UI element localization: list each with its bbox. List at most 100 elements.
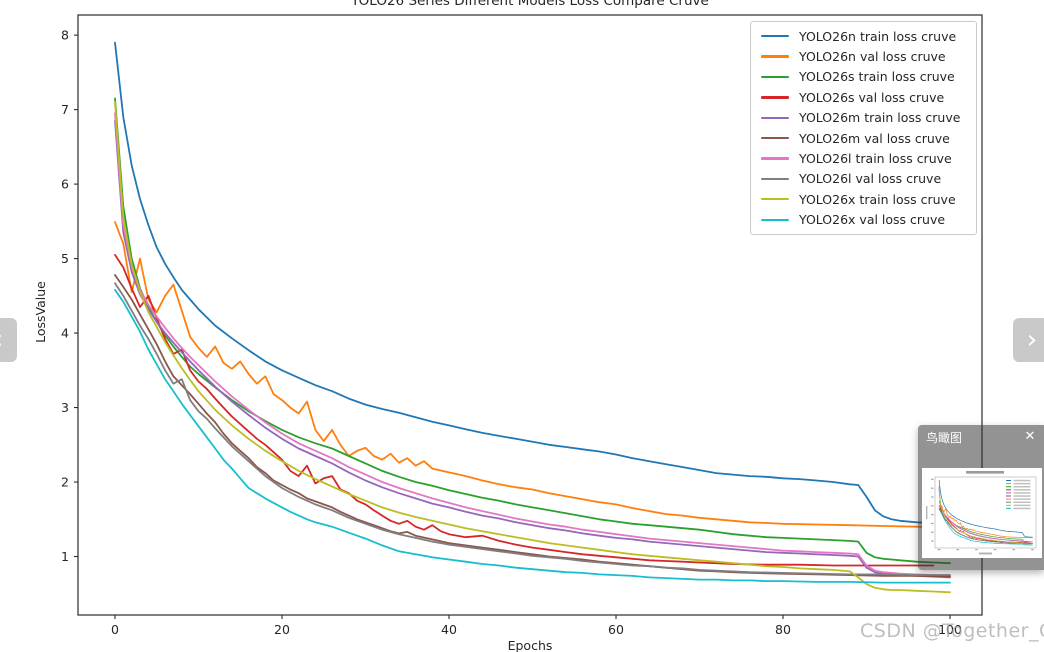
curve-yolo26n-val-loss-cruve (938, 501, 1033, 538)
legend-item: YOLO26m train loss cruve (751, 108, 976, 128)
mini-x-tick (937, 549, 941, 551)
mini-x-tick (1012, 549, 1016, 551)
y-tick-label: 3 (61, 400, 69, 415)
legend-label: YOLO26l val loss cruve (799, 171, 942, 187)
curve-yolo26s-val-loss-cruve (114, 253, 935, 567)
y-axis-label: LossValue (33, 281, 48, 343)
legend-label: YOLO26l train loss cruve (799, 151, 952, 167)
mini-legend-swatch (1006, 507, 1011, 509)
axes-frame (77, 14, 983, 616)
x-axis-label: Epochs (507, 638, 553, 652)
mini-legend-swatch (1006, 498, 1011, 500)
legend-label: YOLO26s train loss cruve (799, 69, 955, 85)
mini-title-text (966, 471, 1004, 474)
minimap-panel: 鸟瞰图 ✕ (918, 425, 1044, 570)
legend-line-swatch (761, 198, 789, 201)
mini-legend-text (1013, 492, 1031, 494)
curve-yolo26m-val-loss-cruve (114, 274, 951, 578)
legend-line-swatch (761, 55, 789, 58)
close-icon: ✕ (1024, 428, 1036, 443)
mini-legend-text (1013, 498, 1031, 500)
mini-x-tick (975, 549, 978, 551)
mini-legend-swatch (1006, 501, 1011, 503)
curve-yolo26s-train-loss-cruve (114, 97, 951, 565)
legend-line-swatch (761, 116, 789, 119)
legend-label: YOLO26s val loss cruve (799, 89, 945, 105)
minimap-close-button[interactable]: ✕ (1021, 427, 1039, 445)
mini-y-tick (931, 478, 934, 480)
y-tick-label: 2 (61, 475, 69, 490)
mini-legend-text (1013, 495, 1031, 497)
legend-line-swatch (761, 218, 789, 221)
mini-axes-frame (934, 476, 1037, 549)
legend-line-swatch (761, 75, 789, 79)
minimap-thumbnail[interactable] (922, 468, 1042, 558)
chevron-left-icon: ‹ (0, 325, 3, 355)
mini-y-tick (931, 522, 934, 525)
x-tick-label: 80 (775, 622, 791, 637)
minimap-thumbnail-plot (922, 468, 1042, 558)
chart-legend: YOLO26n train loss cruve YOLO26n val loss… (750, 21, 977, 235)
curve-yolo26n-train-loss-cruve (114, 41, 951, 525)
curve-yolo26l-train-loss-cruve (938, 488, 1033, 544)
mini-x-tick (956, 549, 960, 551)
curve-yolo26x-val-loss-cruve (114, 288, 951, 584)
legend-line-swatch (761, 137, 789, 140)
mini-legend-swatch (1006, 495, 1011, 497)
legend-line-swatch (761, 35, 789, 38)
y-tick-label: 1 (61, 549, 69, 564)
mini-legend-swatch (1006, 480, 1011, 481)
curve-yolo26n-val-loss-cruve (114, 221, 951, 529)
mini-legend-swatch (1006, 483, 1011, 485)
mini-legend-swatch (1006, 489, 1011, 491)
legend-label: YOLO26n val loss cruve (799, 49, 946, 65)
curve-yolo26x-train-loss-cruve (114, 101, 951, 594)
legend-item: YOLO26m val loss cruve (751, 128, 976, 148)
legend-item: YOLO26x val loss cruve (751, 210, 976, 230)
legend-item: YOLO26s train loss cruve (751, 67, 976, 87)
watermark: CSDN @Together_CZ (860, 620, 1044, 642)
mini-y-tick (931, 531, 934, 533)
legend-item: YOLO26x train loss cruve (751, 189, 976, 209)
curve-yolo26l-val-loss-cruve (114, 282, 951, 576)
next-image-button[interactable]: › (1013, 318, 1044, 362)
legend-label: YOLO26m val loss cruve (799, 130, 950, 146)
prev-image-button[interactable]: ‹ (0, 318, 17, 362)
legend-item: YOLO26n train loss cruve (751, 26, 976, 46)
curve-yolo26x-train-loss-cruve (938, 486, 1033, 546)
curve-yolo26s-train-loss-cruve (938, 486, 1033, 543)
y-tick-label: 7 (61, 102, 69, 117)
y-tick-label: 4 (61, 326, 69, 341)
mini-legend-text (1013, 501, 1031, 503)
mini-y-tick (931, 496, 934, 498)
y-tick-label: 5 (61, 251, 69, 266)
legend-label: YOLO26x val loss cruve (799, 212, 946, 228)
x-tick-label: 40 (441, 622, 457, 637)
mini-y-tick (931, 487, 934, 489)
chevron-right-icon: › (1026, 325, 1038, 355)
mini-legend-text (1013, 479, 1031, 482)
curve-yolo26l-train-loss-cruve (114, 112, 951, 576)
mini-legend-swatch (1006, 492, 1011, 494)
curve-yolo26l-val-loss-cruve (938, 508, 1033, 544)
mini-legend-text (1013, 489, 1031, 491)
mini-legend-swatch (1006, 504, 1011, 506)
legend-label: YOLO26m train loss cruve (799, 110, 961, 126)
legend-label: YOLO26x train loss cruve (799, 191, 956, 207)
mini-y-tick (931, 540, 934, 542)
legend-item: YOLO26s val loss cruve (751, 87, 976, 107)
legend-line-swatch (761, 157, 789, 160)
x-tick-label: 0 (111, 622, 119, 637)
mini-legend-text (1013, 504, 1031, 507)
legend-line-swatch (761, 177, 789, 181)
mini-legend-text (1013, 482, 1031, 485)
curve-yolo26s-val-loss-cruve (938, 505, 1031, 543)
legend-item: YOLO26l val loss cruve (751, 169, 976, 189)
x-tick-label: 20 (274, 622, 290, 637)
mini-x-label-text (979, 552, 992, 555)
mini-legend-swatch (1006, 486, 1011, 488)
mini-x-tick (1031, 549, 1034, 551)
mini-y-label-text (926, 506, 928, 519)
x-tick-label: 100 (938, 622, 962, 637)
